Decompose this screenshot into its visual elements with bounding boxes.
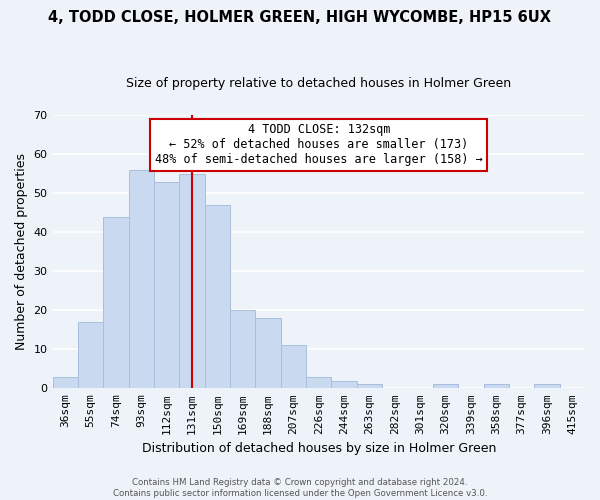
X-axis label: Distribution of detached houses by size in Holmer Green: Distribution of detached houses by size … <box>142 442 496 455</box>
Bar <box>230 310 256 388</box>
Bar <box>154 182 179 388</box>
Y-axis label: Number of detached properties: Number of detached properties <box>15 154 28 350</box>
Text: Contains HM Land Registry data © Crown copyright and database right 2024.
Contai: Contains HM Land Registry data © Crown c… <box>113 478 487 498</box>
Bar <box>306 376 331 388</box>
Bar <box>103 216 128 388</box>
Title: Size of property relative to detached houses in Holmer Green: Size of property relative to detached ho… <box>126 78 511 90</box>
Text: 4, TODD CLOSE, HOLMER GREEN, HIGH WYCOMBE, HP15 6UX: 4, TODD CLOSE, HOLMER GREEN, HIGH WYCOMB… <box>49 10 551 25</box>
Bar <box>484 384 509 388</box>
Bar <box>534 384 560 388</box>
Bar <box>179 174 205 388</box>
Bar <box>256 318 281 388</box>
Bar <box>281 346 306 389</box>
Text: 4 TODD CLOSE: 132sqm
← 52% of detached houses are smaller (173)
48% of semi-deta: 4 TODD CLOSE: 132sqm ← 52% of detached h… <box>155 124 482 166</box>
Bar <box>205 205 230 388</box>
Bar <box>357 384 382 388</box>
Bar <box>53 376 78 388</box>
Bar <box>433 384 458 388</box>
Bar <box>331 380 357 388</box>
Bar <box>128 170 154 388</box>
Bar <box>78 322 103 388</box>
